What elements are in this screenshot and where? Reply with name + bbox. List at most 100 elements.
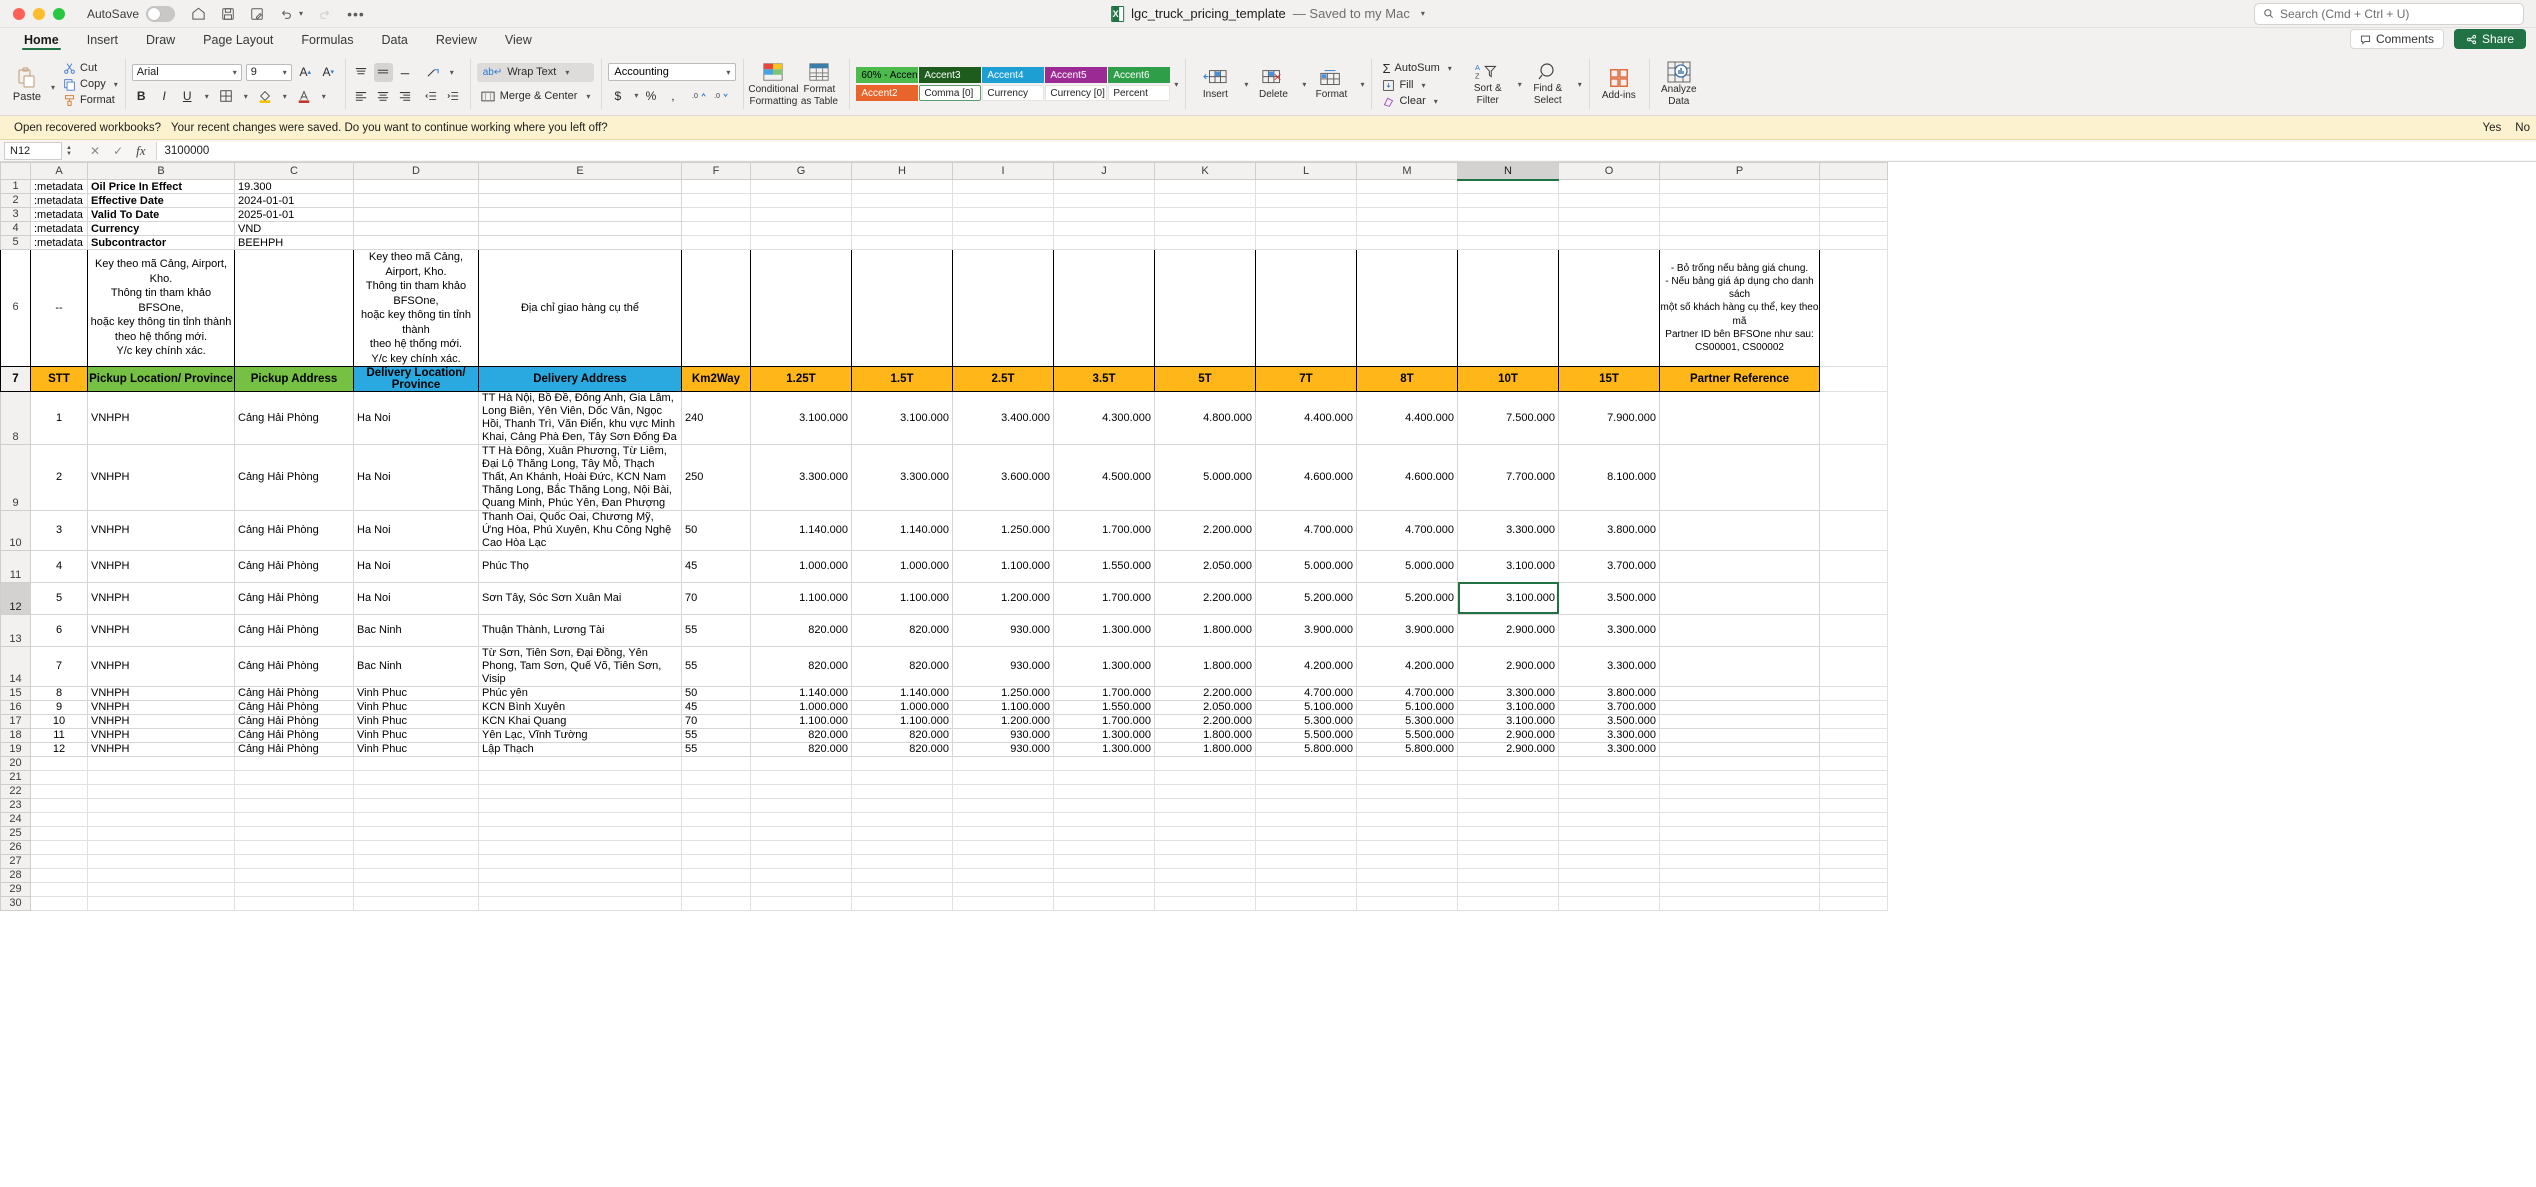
cell-N30[interactable] [1457,895,1559,911]
cell-N25[interactable] [1457,825,1559,841]
cell-H15[interactable]: 1.140.000 [851,685,953,701]
cell-M9[interactable]: 4.600.000 [1356,444,1458,511]
cell-H6[interactable] [851,248,953,368]
cell-M30[interactable] [1356,895,1458,911]
cell-I27[interactable] [952,853,1054,869]
cell-G17[interactable]: 1.100.000 [750,713,852,729]
cell-E2[interactable] [478,193,682,208]
italic-button[interactable]: I [162,89,166,103]
cell-B3[interactable]: Valid To Date [87,207,235,222]
cell-J24[interactable] [1053,811,1155,827]
cell-G25[interactable] [750,825,852,841]
cell-M12[interactable]: 5.200.000 [1356,581,1458,615]
column-label-2-5t[interactable]: 2.5T [952,366,1054,393]
window-controls[interactable] [0,7,65,20]
cell-L29[interactable] [1255,881,1357,897]
cell-P12[interactable] [1659,581,1820,615]
cell-G23[interactable] [750,797,852,813]
cell-I1[interactable] [952,179,1054,194]
cell-N6[interactable] [1457,248,1559,368]
table-row[interactable]: 10 3 VNHPH Cảng Hải Phòng Ha Noi Thanh Oai, Q… [0,509,1888,551]
cell-O4[interactable] [1558,221,1660,236]
cell-blank8[interactable] [1819,391,1888,445]
cell-A20[interactable] [30,755,88,771]
cell-I4[interactable] [952,221,1054,236]
cell-J15[interactable]: 1.700.000 [1053,685,1155,701]
cell-E22[interactable] [478,783,682,799]
cell-E10[interactable]: Thanh Oai, Quốc Oai, Chương Mỹ, Ứng Hòa,… [478,509,682,551]
number-format-select[interactable]: Accounting ▾ [608,63,737,81]
cell-C6[interactable] [234,248,354,368]
cell-N13[interactable]: 2.900.000 [1457,613,1559,647]
cell-B27[interactable] [87,853,235,869]
tab-page-layout[interactable]: Page Layout [203,33,274,47]
row-header-6[interactable]: 6 [0,248,31,368]
cell-K27[interactable] [1154,853,1256,869]
row-header-15[interactable]: 15 [0,685,31,701]
cell-H28[interactable] [851,867,953,883]
cell-N20[interactable] [1457,755,1559,771]
cell-P15[interactable] [1659,685,1820,701]
cell-blank14[interactable] [1819,645,1888,687]
row-header-5[interactable]: 5 [0,235,31,250]
cell-L6[interactable] [1255,248,1357,368]
cell-G21[interactable] [750,769,852,785]
table-row[interactable]: 18 11 VNHPH Cảng Hải Phòng Vinh Phuc Yên Lạc,… [0,727,1888,743]
cell-K16[interactable]: 2.050.000 [1154,699,1256,715]
cell-F8[interactable]: 240 [681,391,751,445]
cell-D1[interactable] [353,179,479,194]
cell-G28[interactable] [750,867,852,883]
column-header-M[interactable]: M [1356,162,1458,180]
cell-J19[interactable]: 1.300.000 [1053,741,1155,757]
bold-button[interactable]: B [136,89,146,103]
cell-A1[interactable]: :metadata [30,179,88,194]
cell-G18[interactable]: 820.000 [750,727,852,743]
cell-I21[interactable] [952,769,1054,785]
cell-B18[interactable]: VNHPH [87,727,235,743]
cell-D18[interactable]: Vinh Phuc [353,727,479,743]
format-chevron-down-icon[interactable]: ▾ [1360,79,1365,89]
format-cells-button[interactable]: Format [1308,68,1354,101]
autosave-control[interactable]: AutoSave [87,5,176,22]
column-label-delivery-location-province[interactable]: Delivery Location/ Province [353,366,479,393]
cell-P6[interactable]: - Bỏ trống nếu bảng giá chung. - Nếu bản… [1659,248,1820,368]
table-row[interactable]: 14 7 VNHPH Cảng Hải Phòng Bac Ninh Từ Sơn, Ti… [0,645,1888,687]
percent-format-button[interactable]: % [645,88,657,103]
cell-B29[interactable] [87,881,235,897]
row-header-25[interactable]: 25 [0,825,31,841]
cell-B24[interactable] [87,811,235,827]
cell-L8[interactable]: 4.400.000 [1255,391,1357,445]
empty-row[interactable]: 25 [0,825,1888,841]
cell-P23[interactable] [1659,797,1820,813]
cancel-edit-icon[interactable]: ✕ [90,143,101,158]
cell-N18[interactable]: 2.900.000 [1457,727,1559,743]
cell-I5[interactable] [952,235,1054,250]
cell-I15[interactable]: 1.250.000 [952,685,1054,701]
cell-I8[interactable]: 3.400.000 [952,391,1054,445]
cell-M2[interactable] [1356,193,1458,208]
cell-D2[interactable] [353,193,479,208]
cell-N19[interactable]: 2.900.000 [1457,741,1559,757]
cell-A28[interactable] [30,867,88,883]
cell-blank13[interactable] [1819,613,1888,647]
cell-O8[interactable]: 7.900.000 [1558,391,1660,445]
cell-B21[interactable] [87,769,235,785]
cell-F25[interactable] [681,825,751,841]
column-label-stt[interactable]: STT [30,366,88,393]
cell-P26[interactable] [1659,839,1820,855]
cell-E15[interactable]: Phúc yên [478,685,682,701]
cell-D30[interactable] [353,895,479,911]
cell-O30[interactable] [1558,895,1660,911]
row-header-24[interactable]: 24 [0,811,31,827]
cell-blank7[interactable] [1819,366,1888,393]
cell-M18[interactable]: 5.500.000 [1356,727,1458,743]
cell-K28[interactable] [1154,867,1256,883]
cell-A4[interactable]: :metadata [30,221,88,236]
add-ins-button[interactable]: Add-ins [1596,67,1642,102]
cell-A27[interactable] [30,853,88,869]
cell-O28[interactable] [1558,867,1660,883]
cell-H11[interactable]: 1.000.000 [851,549,953,583]
cell-F9[interactable]: 250 [681,444,751,511]
table-row[interactable]: 15 8 VNHPH Cảng Hải Phòng Vinh Phuc Phúc yên 5… [0,685,1888,701]
row-header-27[interactable]: 27 [0,853,31,869]
